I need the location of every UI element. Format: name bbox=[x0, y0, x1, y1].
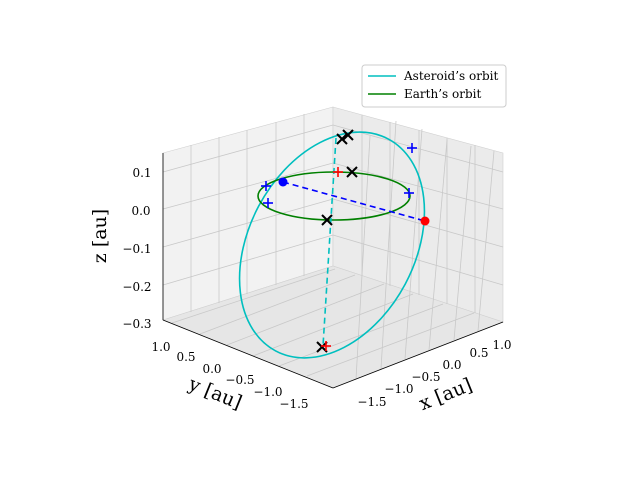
markers bbox=[261, 129, 430, 353]
grid-line-x bbox=[477, 150, 495, 332]
y-tick-label: −1.5 bbox=[279, 397, 308, 411]
x-tick-label: 1.0 bbox=[492, 338, 511, 352]
grid-lines bbox=[162, 114, 504, 380]
x-marker bbox=[321, 214, 333, 226]
x-tick-label: −0.5 bbox=[411, 370, 440, 384]
z-tick-label: 0.0 bbox=[131, 204, 150, 218]
legend-label-asteroid: Asteroid’s orbit bbox=[403, 69, 498, 83]
z-tick-label: −0.2 bbox=[122, 280, 151, 294]
x-tick-label: 0.5 bbox=[469, 346, 488, 360]
asteroid-position-dot bbox=[420, 216, 430, 226]
y-tick-label: 0.5 bbox=[176, 350, 195, 364]
x-marker bbox=[336, 133, 348, 145]
y-tick-label: −1.0 bbox=[253, 385, 282, 399]
grid-line-y bbox=[171, 268, 336, 324]
y-tick-label: −0.5 bbox=[225, 373, 254, 387]
x-marker bbox=[342, 129, 354, 141]
grid-line-x bbox=[428, 139, 448, 351]
earth-position-dot bbox=[278, 177, 288, 187]
z-axis-title: z [au] bbox=[89, 209, 111, 263]
grid-line-y bbox=[252, 293, 414, 357]
x-tick-label: −1.0 bbox=[384, 382, 413, 396]
asteroid-orbit-line bbox=[238, 131, 426, 359]
x-tick-label: 0.0 bbox=[442, 358, 461, 372]
grid-line-z bbox=[162, 124, 504, 173]
grid-line-z bbox=[162, 162, 504, 210]
z-tick-label: −0.1 bbox=[122, 242, 151, 256]
grid-line-y bbox=[226, 283, 385, 346]
grid-line-y bbox=[278, 303, 444, 367]
y-tick-label: 1.0 bbox=[151, 340, 170, 354]
z-tick-label: 0.1 bbox=[132, 166, 151, 180]
grid-line-z bbox=[162, 198, 504, 248]
grid-line-x bbox=[380, 120, 397, 370]
y-axis-line bbox=[162, 319, 334, 389]
grid-line-x bbox=[453, 145, 472, 341]
z-tick-label: −0.3 bbox=[122, 317, 151, 331]
legend-box bbox=[361, 64, 507, 108]
grid-line-y bbox=[306, 312, 475, 377]
grid-line-z bbox=[162, 234, 504, 286]
grid-line-y bbox=[199, 274, 356, 335]
x-marker bbox=[346, 166, 358, 178]
x-tick-label: −1.5 bbox=[357, 395, 386, 409]
tick-labels: −1.5−1.0−0.50.00.51.01.00.50.0−0.5−1.0−1… bbox=[122, 166, 511, 411]
x-axis-line bbox=[332, 321, 504, 389]
legend: Asteroid’s orbit Earth’s orbit bbox=[361, 64, 507, 108]
y-tick-label: 0.0 bbox=[202, 362, 221, 376]
earth-asteroid-link-line bbox=[282, 181, 426, 222]
legend-label-earth: Earth’s orbit bbox=[404, 87, 481, 101]
